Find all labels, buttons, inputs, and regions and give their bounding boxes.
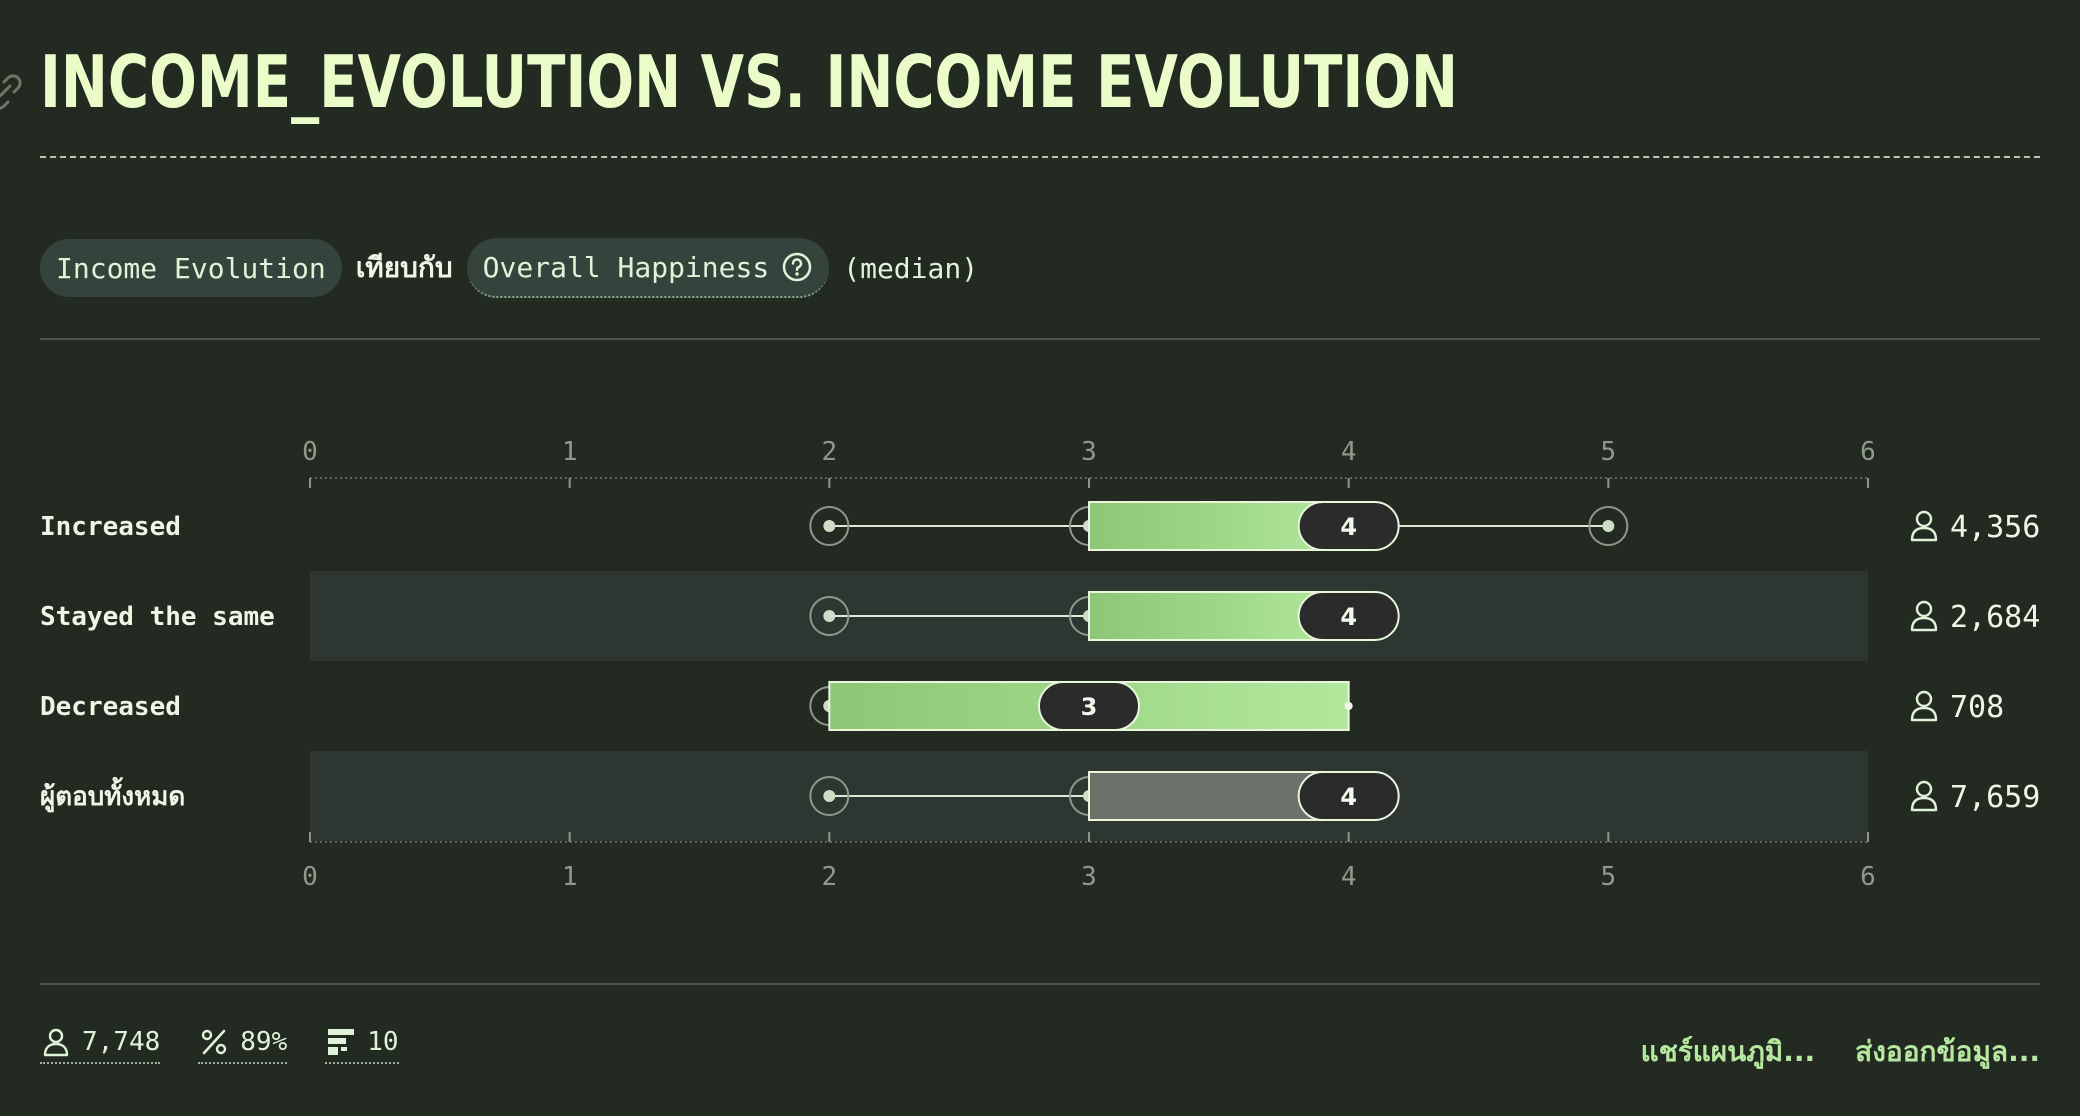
row-count: 7,659 — [1950, 780, 2040, 815]
row-label: Decreased — [40, 692, 181, 722]
top-axis-tick-label: 2 — [822, 437, 838, 467]
percent-value: 89% — [240, 1027, 288, 1057]
person-icon-head — [1915, 690, 1933, 708]
whisker-low-ring — [809, 596, 850, 636]
respondents-stat[interactable]: 7,748 — [40, 1026, 161, 1064]
row-count: 708 — [1950, 690, 2004, 725]
questions-icon — [328, 1029, 355, 1055]
row-label: Stayed the same — [40, 602, 275, 632]
person-icon-head — [1915, 780, 1933, 798]
page-title: INCOME_EVOLUTION VS. INCOME EVOLUTION — [40, 40, 1459, 124]
versus-text: เทียบกับ — [355, 251, 453, 284]
median-label: 4 — [1340, 513, 1357, 541]
bottom-axis-tick-label: 1 — [562, 862, 578, 892]
whisker-high-ring — [1588, 506, 1629, 546]
boxplot-chart: 0 1 2 3 4 5 6 0 1 2 3 4 5 6 Increased 4 4,356 Stayed the … — [40, 437, 2040, 892]
whisker-high-dot — [1602, 520, 1615, 532]
share-chart-link[interactable]: แชร์แผนภูมิ... — [1640, 1035, 1816, 1068]
median-pill — [1297, 771, 1400, 821]
row-label: ผู้ตอบทั้งหมด — [40, 776, 185, 813]
bottom-axis-tick-label: 4 — [1341, 862, 1357, 892]
title-divider — [40, 156, 2040, 158]
metric-label: Overall Happiness — [482, 250, 770, 284]
median-label: 3 — [1081, 693, 1098, 721]
link-icon[interactable] — [0, 72, 26, 112]
top-axis-tick-label: 1 — [562, 437, 578, 467]
whisker-low-ring — [809, 776, 850, 816]
top-axis-tick-label: 5 — [1601, 437, 1617, 467]
row-count: 2,684 — [1950, 600, 2040, 635]
person-icon-head — [1915, 600, 1933, 618]
metric-chip[interactable]: Overall Happiness — [466, 238, 830, 298]
whisker-low-ring — [809, 506, 850, 546]
whisker-low-dot — [823, 790, 836, 802]
filter-bar: Income Evolution เทียบกับ Overall Happin… — [40, 238, 978, 298]
footer-divider — [40, 983, 2040, 985]
bottom-axis-tick-label: 6 — [1860, 862, 1876, 892]
q3-dot — [1344, 702, 1353, 710]
top-axis-tick-label: 3 — [1081, 437, 1097, 467]
person-icon-body — [1910, 526, 1938, 542]
group-by-label: Income Evolution — [56, 251, 326, 285]
top-axis-tick-label: 6 — [1860, 437, 1876, 467]
row-label: Increased — [40, 512, 181, 542]
top-axis-tick-label: 4 — [1341, 437, 1357, 467]
median-pill — [1297, 501, 1400, 551]
bottom-axis-tick-label: 0 — [302, 862, 318, 892]
aggregate-label: (median) — [843, 251, 979, 285]
person-icon-body — [1910, 616, 1938, 632]
filter-divider — [40, 338, 2040, 340]
questions-stat[interactable]: 10 — [325, 1026, 399, 1064]
median-label: 4 — [1340, 783, 1357, 811]
person-icon-head — [1915, 510, 1933, 528]
median-pill — [1297, 591, 1400, 641]
person-icon-body — [1910, 796, 1938, 812]
percent-icon — [202, 1029, 227, 1055]
bottom-axis-tick-label: 5 — [1601, 862, 1617, 892]
whisker-low-dot — [823, 520, 836, 532]
footer-actions: แชร์แผนภูมิ... ส่งออกข้อมูล... — [1641, 1030, 2040, 1074]
person-icon-body — [1910, 706, 1938, 722]
person-icon — [43, 1028, 69, 1057]
row-count: 4,356 — [1950, 510, 2040, 545]
export-data-link[interactable]: ส่งออกข้อมูล... — [1855, 1035, 2040, 1068]
help-icon[interactable] — [781, 251, 813, 283]
median-label: 4 — [1340, 603, 1357, 631]
footer-stats: 7,748 89% 10 — [40, 1026, 399, 1064]
percent-stat[interactable]: 89% — [198, 1026, 288, 1064]
questions-value: 10 — [367, 1027, 399, 1057]
top-axis-tick-label: 0 — [302, 437, 318, 467]
respondents-value: 7,748 — [82, 1027, 161, 1057]
group-by-chip[interactable]: Income Evolution — [40, 239, 342, 297]
median-pill — [1038, 681, 1140, 731]
bottom-axis-tick-label: 3 — [1081, 862, 1097, 892]
bottom-axis-tick-label: 2 — [822, 862, 838, 892]
whisker-low-dot — [823, 610, 836, 622]
